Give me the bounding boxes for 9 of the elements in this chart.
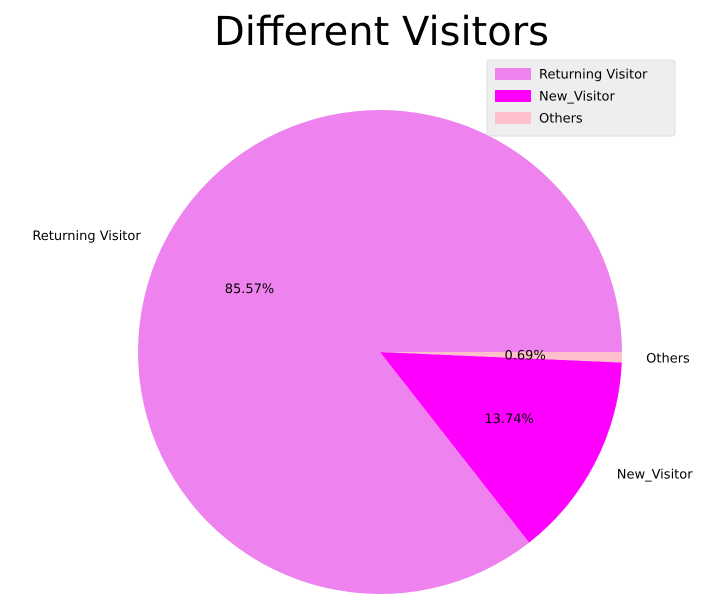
slice-label: Others xyxy=(646,351,690,366)
data-label: 85.57% xyxy=(224,282,274,297)
chart-title: Different Visitors xyxy=(214,9,549,55)
slice-label: New_Visitor xyxy=(616,467,694,482)
legend-label: New_Visitor xyxy=(539,90,616,105)
legend-label: Returning Visitor xyxy=(539,68,648,83)
data-label: 13.74% xyxy=(484,412,534,427)
slice-label: Returning Visitor xyxy=(32,228,142,244)
legend-label: Others xyxy=(539,112,583,127)
